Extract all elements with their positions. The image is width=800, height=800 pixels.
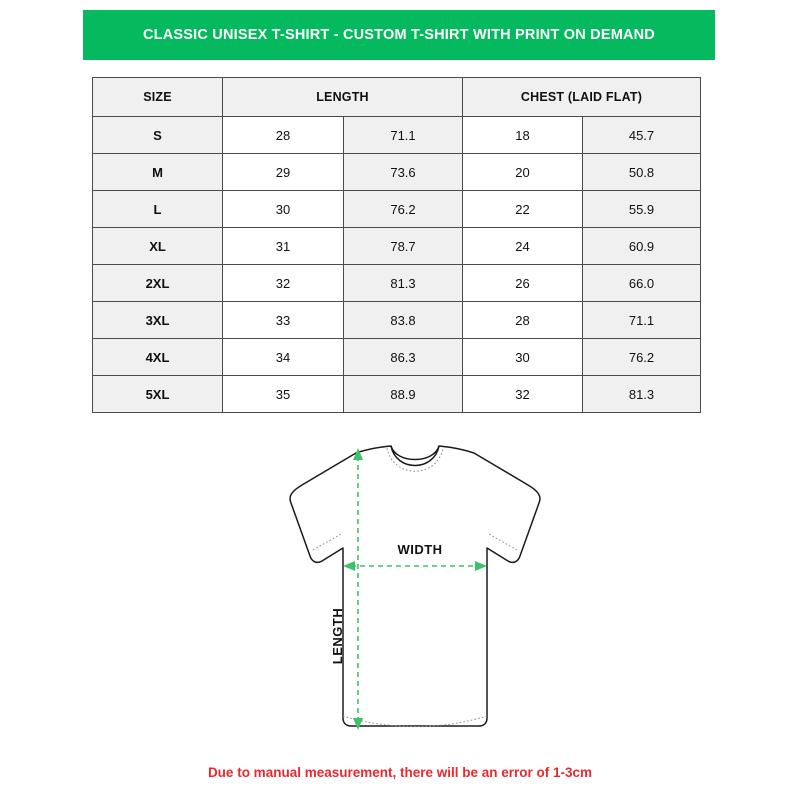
cell-length-inches: 35 — [222, 375, 344, 413]
cell-chest-cm: 71.1 — [582, 301, 701, 339]
cell-size: M — [92, 153, 223, 191]
cell-chest-cm: 76.2 — [582, 338, 701, 376]
cell-chest-cm: 60.9 — [582, 227, 701, 265]
header-row: SIZE LENGTH CHEST (LAID FLAT) — [92, 77, 701, 117]
cell-chest-cm: 55.9 — [582, 190, 701, 228]
cell-length-cm: 71.1 — [343, 116, 463, 154]
table-row: XL 31 78.7 24 60.9 — [92, 227, 701, 265]
cell-length-cm: 73.6 — [343, 153, 463, 191]
cell-size: S — [92, 116, 223, 154]
width-label: WIDTH — [397, 542, 442, 557]
table-row: L 30 76.2 22 55.9 — [92, 190, 701, 228]
cell-length-cm: 76.2 — [343, 190, 463, 228]
cell-chest-inches: 28 — [462, 301, 583, 339]
cell-length-inches: 32 — [222, 264, 344, 302]
width-measure-arrow-icon — [343, 561, 487, 571]
cell-length-cm: 88.9 — [343, 375, 463, 413]
cell-chest-inches: 22 — [462, 190, 583, 228]
table-row: 3XL 33 83.8 28 71.1 — [92, 301, 701, 339]
cell-chest-inches: 32 — [462, 375, 583, 413]
cell-size: 2XL — [92, 264, 223, 302]
table-row: S 28 71.1 18 45.7 — [92, 116, 701, 154]
cell-length-cm: 81.3 — [343, 264, 463, 302]
cell-chest-inches: 18 — [462, 116, 583, 154]
collar-icon — [390, 445, 440, 467]
table-row: 2XL 32 81.3 26 66.0 — [92, 264, 701, 302]
size-table-container: SIZE LENGTH CHEST (LAID FLAT) S 28 71.1 18 4… — [92, 77, 701, 413]
cell-length-inches: 30 — [222, 190, 344, 228]
header-length: LENGTH — [222, 77, 463, 117]
right-sleeve-stitch-icon — [488, 533, 518, 551]
cell-chest-cm: 50.8 — [582, 153, 701, 191]
cell-size: XL — [92, 227, 223, 265]
cell-length-cm: 78.7 — [343, 227, 463, 265]
cell-chest-cm: 66.0 — [582, 264, 701, 302]
cell-size: 4XL — [92, 338, 223, 376]
cell-size: 3XL — [92, 301, 223, 339]
length-measure-arrow-icon — [353, 448, 363, 730]
cell-length-inches: 29 — [222, 153, 344, 191]
table-body: S 28 71.1 18 45.7 M 29 73.6 20 50.8 L 30 76.2 22 55.9 X… — [92, 116, 701, 413]
title-banner: CLASSIC UNISEX T-SHIRT - CUSTOM T-SHIRT … — [83, 10, 715, 60]
cell-chest-cm: 45.7 — [582, 116, 701, 154]
tshirt-diagram: WIDTH LENGTH — [238, 438, 563, 738]
cell-size: 5XL — [92, 375, 223, 413]
cell-chest-inches: 20 — [462, 153, 583, 191]
table-row: 5XL 35 88.9 32 81.3 — [92, 375, 701, 413]
length-label: LENGTH — [330, 608, 345, 664]
page-title: CLASSIC UNISEX T-SHIRT - CUSTOM T-SHIRT … — [143, 27, 655, 43]
cell-size: L — [92, 190, 223, 228]
table-header: SIZE LENGTH CHEST (LAID FLAT) — [92, 77, 701, 117]
header-size: SIZE — [92, 77, 223, 117]
size-table: SIZE LENGTH CHEST (LAID FLAT) S 28 71.1 18 4… — [92, 77, 701, 413]
cell-length-inches: 33 — [222, 301, 344, 339]
table-row: 4XL 34 86.3 30 76.2 — [92, 338, 701, 376]
cell-length-inches: 28 — [222, 116, 344, 154]
collar-stitch-icon — [386, 447, 444, 472]
left-sleeve-stitch-icon — [312, 533, 342, 551]
cell-chest-inches: 26 — [462, 264, 583, 302]
cell-length-cm: 86.3 — [343, 338, 463, 376]
cell-length-inches: 31 — [222, 227, 344, 265]
table-row: M 29 73.6 20 50.8 — [92, 153, 701, 191]
cell-chest-cm: 81.3 — [582, 375, 701, 413]
measurement-disclaimer: Due to manual measurement, there will be… — [207, 765, 593, 780]
header-chest: CHEST (LAID FLAT) — [462, 77, 701, 117]
cell-length-cm: 83.8 — [343, 301, 463, 339]
tshirt-outline-icon — [289, 445, 541, 727]
cell-chest-inches: 24 — [462, 227, 583, 265]
cell-chest-inches: 30 — [462, 338, 583, 376]
cell-length-inches: 34 — [222, 338, 344, 376]
